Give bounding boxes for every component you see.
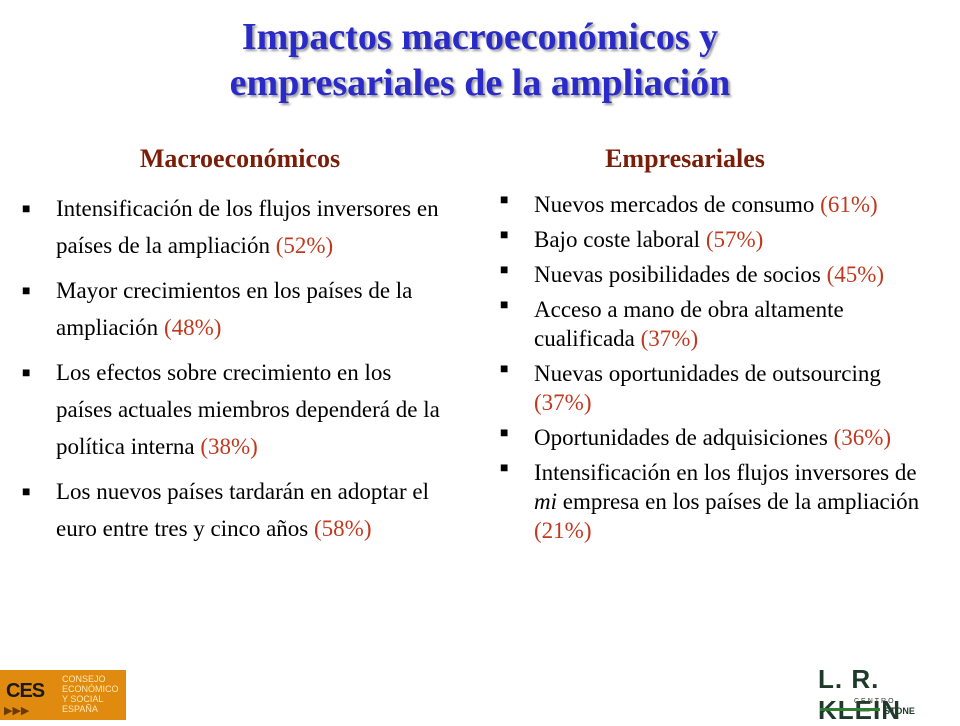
- item-percent: (58%): [314, 516, 372, 541]
- item-percent: (21%): [534, 518, 592, 543]
- item-text: Los efectos sobre crecimiento en los paí…: [56, 360, 440, 459]
- item-percent: (48%): [163, 315, 222, 340]
- list-item: ■ Acceso a mano de obra altamente cualifi…: [500, 295, 940, 353]
- ces-logo-line: CONSEJO: [62, 674, 106, 684]
- item-text: Intensificación en los flujos inversores…: [534, 460, 917, 485]
- klein-logo-stone: STONE: [884, 706, 915, 716]
- item-italic-text: mi: [534, 489, 557, 514]
- item-percent: (37%): [534, 390, 592, 415]
- list-item: ■ Intensificación de los flujos inversore…: [22, 190, 452, 264]
- list-item: ■ Los nuevos países tardarán en adoptar e…: [22, 473, 452, 547]
- item-text: Intensificación de los flujos inversores…: [56, 196, 439, 258]
- item-text: Oportunidades de adquisiciones: [534, 425, 828, 450]
- item-percent: (52%): [275, 233, 334, 258]
- slide-title: Impactos macroeconómicos y empresariales…: [0, 14, 960, 106]
- ces-logo: CES CONSEJO ECONÓMICO Y SOCIAL ESPAÑA ▶▶…: [0, 670, 126, 720]
- item-text: empresa en los países de la ampliación: [562, 489, 920, 514]
- square-bullet-icon: ■: [22, 485, 31, 500]
- square-bullet-icon: ■: [22, 366, 31, 381]
- business-heading: Empresariales: [605, 144, 765, 173]
- list-item: ■ Nuevas posibilidades de socios (45%): [500, 260, 940, 289]
- list-item: ■ Nuevos mercados de consumo (61%): [500, 190, 940, 219]
- ces-logo-subtitle: CONSEJO ECONÓMICO Y SOCIAL ESPAÑA: [62, 674, 119, 714]
- item-percent: (57%): [705, 227, 764, 252]
- title-line-1: Impactos macroeconómicos y: [241, 16, 719, 58]
- square-bullet-icon: ■: [500, 461, 509, 476]
- item-text: Los nuevos países tardarán en adoptar el…: [56, 479, 429, 541]
- item-text: Nuevos mercados de consumo: [534, 192, 815, 217]
- item-percent: (38%): [200, 434, 258, 459]
- square-bullet-icon: ■: [500, 228, 509, 243]
- klein-logo-centro: CENTRO: [854, 698, 896, 705]
- item-percent: (37%): [640, 326, 699, 351]
- arrow-icons: ▶▶▶: [4, 705, 30, 717]
- list-item: ■ Bajo coste laboral (57%): [500, 225, 940, 254]
- list-item: ■ Oportunidades de adquisiciones (36%): [500, 423, 940, 452]
- item-text: Bajo coste laboral: [534, 227, 701, 252]
- square-bullet-icon: ■: [500, 193, 509, 208]
- list-item: ■ Nuevas oportunidades de outsourcing (37…: [500, 359, 940, 417]
- list-item: ■ Intensificación en los flujos inversore…: [500, 458, 940, 545]
- macro-list: ■ Intensificación de los flujos inversore…: [22, 190, 452, 555]
- square-bullet-icon: ■: [22, 284, 31, 299]
- square-bullet-icon: ■: [500, 263, 509, 278]
- item-percent: (36%): [833, 425, 892, 450]
- item-text: Acceso a mano de obra altamente cualific…: [534, 297, 844, 351]
- swoosh-icon: [820, 708, 880, 711]
- ces-logo-line: ECONÓMICO: [62, 684, 119, 694]
- ces-logo-line: ESPAÑA: [62, 704, 98, 714]
- item-text: Nuevas posibilidades de socios: [534, 262, 821, 287]
- square-bullet-icon: ■: [500, 426, 509, 441]
- square-bullet-icon: ■: [22, 202, 31, 217]
- ces-logo-abbr: CES: [6, 680, 45, 702]
- item-percent: (45%): [826, 262, 885, 287]
- list-item: ■ Mayor crecimientos en los países de la …: [22, 272, 452, 346]
- item-text: Nuevas oportunidades de outsourcing: [534, 361, 881, 386]
- square-bullet-icon: ■: [500, 298, 509, 313]
- title-line-2: empresariales de la ampliación: [229, 62, 731, 104]
- klein-logo: L. R. KLEIN CENTRO STONE: [814, 660, 960, 725]
- list-item: ■ Los efectos sobre crecimiento en los pa…: [22, 354, 452, 465]
- item-text: Mayor crecimientos en los países de la a…: [56, 278, 413, 340]
- square-bullet-icon: ■: [500, 362, 509, 377]
- ces-logo-line: Y SOCIAL: [62, 694, 104, 704]
- macro-heading: Macroeconómicos: [139, 144, 341, 173]
- business-list: ■ Nuevos mercados de consumo (61%) ■ Bajo …: [500, 190, 940, 551]
- klein-logo-name: L. R. KLEIN: [818, 664, 901, 725]
- item-percent: (61%): [820, 192, 878, 217]
